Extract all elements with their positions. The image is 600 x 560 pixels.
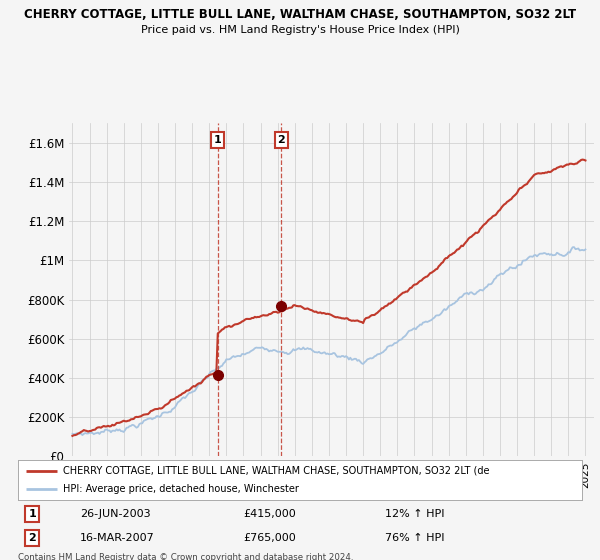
Text: 26-JUN-2003: 26-JUN-2003 bbox=[80, 509, 151, 519]
Text: 12% ↑ HPI: 12% ↑ HPI bbox=[385, 509, 444, 519]
Text: Price paid vs. HM Land Registry's House Price Index (HPI): Price paid vs. HM Land Registry's House … bbox=[140, 25, 460, 35]
Text: 1: 1 bbox=[28, 509, 36, 519]
Text: HPI: Average price, detached house, Winchester: HPI: Average price, detached house, Winc… bbox=[63, 484, 299, 494]
Text: CHERRY COTTAGE, LITTLE BULL LANE, WALTHAM CHASE, SOUTHAMPTON, SO32 2LT: CHERRY COTTAGE, LITTLE BULL LANE, WALTHA… bbox=[24, 8, 576, 21]
Text: Contains HM Land Registry data © Crown copyright and database right 2024.
This d: Contains HM Land Registry data © Crown c… bbox=[18, 553, 353, 560]
Text: 2: 2 bbox=[28, 533, 36, 543]
Text: 2: 2 bbox=[277, 135, 285, 145]
Text: £415,000: £415,000 bbox=[244, 509, 296, 519]
Text: CHERRY COTTAGE, LITTLE BULL LANE, WALTHAM CHASE, SOUTHAMPTON, SO32 2LT (de: CHERRY COTTAGE, LITTLE BULL LANE, WALTHA… bbox=[63, 466, 490, 475]
Text: 16-MAR-2007: 16-MAR-2007 bbox=[80, 533, 155, 543]
Text: £765,000: £765,000 bbox=[244, 533, 296, 543]
Text: 76% ↑ HPI: 76% ↑ HPI bbox=[385, 533, 444, 543]
Text: 1: 1 bbox=[214, 135, 221, 145]
